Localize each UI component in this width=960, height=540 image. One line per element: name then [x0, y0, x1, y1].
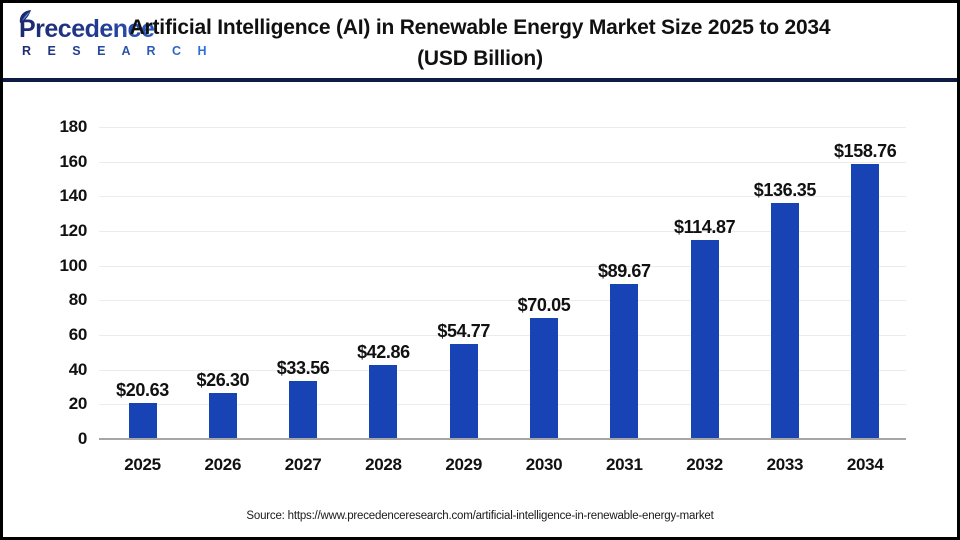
logo-wordmark: Precedence: [19, 15, 213, 43]
header-divider: [3, 78, 957, 82]
y-tick-label-80: 80: [68, 290, 88, 310]
bar-value-label-2028: $42.86: [357, 341, 410, 362]
x-tick-label-2030: 2030: [525, 455, 563, 474]
source-text: Source: https://www.precedenceresearch.c…: [246, 510, 714, 522]
precedence-leaf-icon: [19, 10, 31, 23]
x-tick-label-2032: 2032: [686, 455, 723, 474]
y-tick-label-100: 100: [59, 255, 88, 275]
x-axis: 2025 2026 2027 2028 2029 2030 2031 2032 2033 2034: [99, 454, 906, 476]
bar-value-label-2033: $136.35: [753, 179, 817, 200]
bar-value-label-2025: $20.63: [116, 380, 169, 401]
bar-value-label-2026: $26.30: [196, 370, 250, 391]
x-axis-baseline: [99, 438, 906, 440]
y-tick-label-120: 120: [59, 221, 88, 240]
x-tick-label-2026: 2026: [204, 455, 242, 474]
y-tick-label-160: 160: [59, 151, 88, 171]
page-title-line1: Artificial Intelligence (AI) in Renewabl…: [129, 16, 831, 39]
bar-value-label-2029: $54.77: [437, 321, 491, 342]
gridline-40: [99, 369, 906, 371]
bar-value-label-2027: $33.56: [276, 357, 330, 378]
x-tick-label-2034: 2034: [846, 455, 884, 474]
gridline-120: [99, 231, 906, 232]
x-tick-label-2028: 2028: [365, 455, 402, 474]
gridline-20: [99, 404, 906, 406]
x-tick-label-2027: 2027: [284, 455, 322, 474]
gridline-140: [99, 196, 906, 198]
bar-2031: [610, 283, 639, 439]
bar-2025: [128, 403, 157, 439]
gridline-160: [99, 161, 906, 163]
page-title-line2: (USD Billion): [417, 47, 543, 70]
bar-value-label-2032: $114.87: [673, 216, 736, 237]
gridline-100: [99, 265, 906, 267]
logo-subtitle: R E S E A R C H: [19, 44, 213, 58]
bar-2029: [449, 344, 478, 439]
bar-2030: [530, 317, 558, 439]
bar-2034: [851, 163, 880, 439]
gridline-60: [99, 335, 906, 336]
bar-2027: [289, 380, 318, 439]
y-tick-label-40: 40: [68, 359, 88, 379]
y-tick-label-60: 60: [68, 325, 88, 344]
y-tick-label-140: 140: [59, 186, 88, 206]
bar-value-label-2034: $158.76: [834, 140, 897, 161]
precedence-logo: Precedence R E S E A R C H: [19, 10, 213, 58]
plot-area: $20.63 $26.30 $33.56 $42.86 $54.77 $70.05 $89.…: [99, 127, 906, 440]
bar-value-label-2030: $70.05: [517, 294, 571, 315]
bar-2033: [770, 202, 799, 439]
bar-2026: [208, 393, 237, 439]
gridline-80: [99, 300, 906, 302]
y-axis: 0 20 40 60 80 100 120 140 160 180: [3, 117, 88, 448]
x-tick-label-2025: 2025: [124, 455, 161, 474]
x-tick-label-2033: 2033: [766, 455, 804, 474]
x-tick-label-2029: 2029: [445, 455, 482, 474]
y-tick-label-0: 0: [77, 429, 87, 448]
bar-value-label-2031: $89.67: [597, 260, 651, 281]
x-tick-label-2031: 2031: [605, 455, 643, 474]
gridline-180: [99, 127, 906, 128]
bar-2028: [369, 364, 398, 439]
bar-2032: [690, 239, 719, 439]
y-tick-label-180: 180: [59, 117, 88, 136]
page-title: Artificial Intelligence (AI) in Renewabl…: [3, 12, 957, 74]
y-tick-label-20: 20: [68, 394, 88, 414]
